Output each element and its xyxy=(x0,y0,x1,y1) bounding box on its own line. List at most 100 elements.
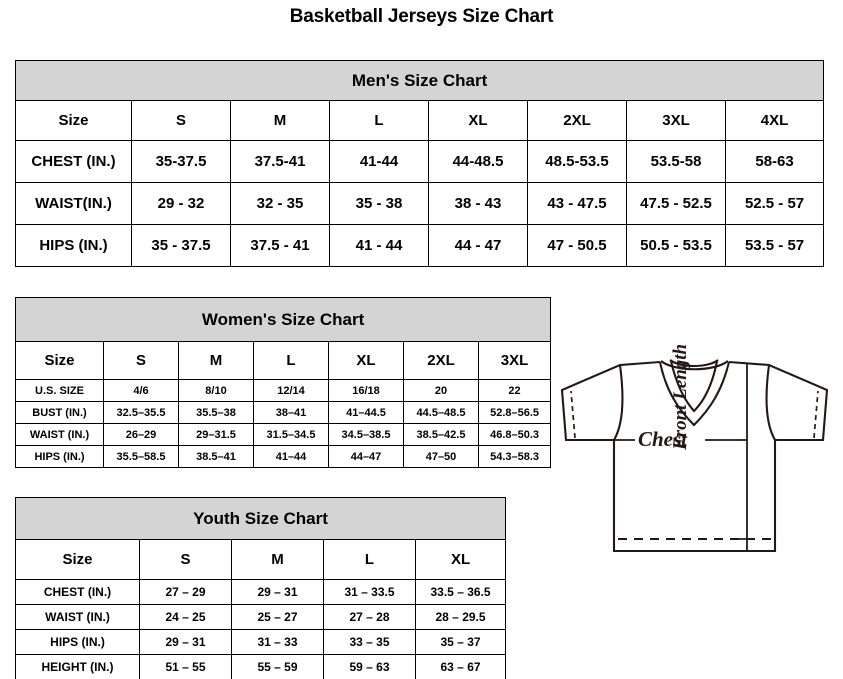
mens-chart-caption: Men's Size Chart xyxy=(14,60,825,101)
table-cell: 4/6 xyxy=(103,379,179,402)
table-cell: 31 – 33 xyxy=(231,629,324,655)
table-caption-row: Men's Size Chart xyxy=(14,60,825,101)
row-label: WAIST(IN.) xyxy=(15,182,132,225)
table-cell: 33.5 – 36.5 xyxy=(414,579,507,605)
jersey-right-sleeve-seam xyxy=(765,364,776,441)
table-cell: 32 - 35 xyxy=(230,182,330,225)
table-cell: 52.5 - 57 xyxy=(724,182,825,225)
jersey-collar-curve-outer xyxy=(660,360,729,371)
table-cell: 41 - 44 xyxy=(329,224,429,267)
column-header-xl: XL xyxy=(428,100,528,141)
table-cell: 35 – 37 xyxy=(414,629,507,655)
table-cell: 34.5–38.5 xyxy=(328,423,404,446)
table-caption-row: Women's Size Chart xyxy=(14,297,552,342)
table-cell: 24 – 25 xyxy=(139,604,232,630)
row-label: WAIST (IN.) xyxy=(15,423,104,446)
table-cell: 47.5 - 52.5 xyxy=(626,182,726,225)
table-cell: 44–47 xyxy=(328,445,404,468)
table-row: WAIST (IN.) 24 – 25 25 – 27 27 – 28 28 –… xyxy=(15,604,507,630)
table-row: U.S. SIZE 4/6 8/10 12/14 16/18 20 22 xyxy=(15,379,552,402)
table-cell: 41–44 xyxy=(253,445,329,468)
table-cell: 29 – 31 xyxy=(231,579,324,605)
table-cell: 29 - 32 xyxy=(131,182,231,225)
table-cell: 35.5–58.5 xyxy=(103,445,179,468)
jersey-measurement-diagram: Chest Front Length xyxy=(520,343,843,645)
column-header-m: M xyxy=(231,539,324,580)
table-row: CHEST (IN.) 27 – 29 29 – 31 31 – 33.5 33… xyxy=(15,579,507,605)
column-header-xl: XL xyxy=(414,539,507,580)
table-cell: 37.5-41 xyxy=(230,140,330,183)
youth-size-chart-table: Youth Size Chart Size S M L XL CHEST (IN… xyxy=(14,497,507,679)
chest-measurement-label: Chest xyxy=(638,427,688,451)
table-header-row: Size S M L XL xyxy=(15,539,507,580)
column-header-size: Size xyxy=(15,100,132,141)
row-label: U.S. SIZE xyxy=(15,379,104,402)
table-cell: 44 - 47 xyxy=(428,224,528,267)
table-cell: 48.5-53.5 xyxy=(527,140,627,183)
row-label: HEIGHT (IN.) xyxy=(15,654,140,679)
column-header-3xl: 3XL xyxy=(477,341,552,380)
table-cell: 27 – 29 xyxy=(139,579,232,605)
table-row: HIPS (IN.) 35 - 37.5 37.5 - 41 41 - 44 4… xyxy=(15,224,825,267)
womens-size-chart-table: Women's Size Chart Size S M L XL 2XL 3XL… xyxy=(14,297,552,468)
front-length-measurement-label: Front Length xyxy=(670,343,691,450)
table-row: WAIST(IN.) 29 - 32 32 - 35 35 - 38 38 - … xyxy=(15,182,825,225)
table-cell: 33 – 35 xyxy=(323,629,416,655)
column-header-size: Size xyxy=(15,539,140,580)
table-cell: 37.5 - 41 xyxy=(230,224,330,267)
table-row: CHEST (IN.) 35-37.5 37.5-41 41-44 44-48.… xyxy=(15,140,825,183)
table-cell: 31.5–34.5 xyxy=(253,423,329,446)
table-cell: 38–41 xyxy=(253,401,329,424)
table-cell: 29 – 31 xyxy=(139,629,232,655)
table-cell: 28 – 29.5 xyxy=(414,604,507,630)
table-cell: 44-48.5 xyxy=(428,140,528,183)
row-label: HIPS (IN.) xyxy=(15,445,104,468)
table-cell: 50.5 - 53.5 xyxy=(626,224,726,267)
column-header-l: L xyxy=(253,341,329,380)
table-cell: 12/14 xyxy=(253,379,329,402)
table-caption-row: Youth Size Chart xyxy=(14,497,507,540)
row-label: WAIST (IN.) xyxy=(15,604,140,630)
youth-chart-caption: Youth Size Chart xyxy=(14,497,507,540)
table-cell: 53.5 - 57 xyxy=(724,224,825,267)
table-cell: 35 - 37.5 xyxy=(131,224,231,267)
table-cell: 47 - 50.5 xyxy=(527,224,627,267)
jersey-left-sleeve-seam xyxy=(613,364,624,441)
table-cell: 32.5–35.5 xyxy=(103,401,179,424)
table-cell: 35 - 38 xyxy=(329,182,429,225)
table-cell: 59 – 63 xyxy=(323,654,416,679)
row-label: HIPS (IN.) xyxy=(15,629,140,655)
table-cell: 52.8–56.5 xyxy=(477,401,552,424)
row-label: HIPS (IN.) xyxy=(15,224,132,267)
mens-size-chart-table: Men's Size Chart Size S M L XL 2XL 3XL 4… xyxy=(14,60,825,267)
column-header-size: Size xyxy=(15,341,104,380)
table-cell: 58-63 xyxy=(724,140,825,183)
jersey-collar-curve-inner xyxy=(669,359,719,368)
table-cell: 38 - 43 xyxy=(428,182,528,225)
table-header-row: Size S M L XL 2XL 3XL 4XL xyxy=(15,100,825,141)
table-cell: 20 xyxy=(403,379,479,402)
jersey-vneck-inner xyxy=(669,360,719,413)
column-header-3xl: 3XL xyxy=(626,100,726,141)
table-cell: 35-37.5 xyxy=(131,140,231,183)
table-cell: 51 – 55 xyxy=(139,654,232,679)
table-cell: 53.5-58 xyxy=(626,140,726,183)
column-header-m: M xyxy=(230,100,330,141)
column-header-m: M xyxy=(178,341,254,380)
page-title: Basketball Jerseys Size Chart xyxy=(289,6,554,27)
table-row: HIPS (IN.) 35.5–58.5 38.5–41 41–44 44–47… xyxy=(15,445,552,468)
table-row: BUST (IN.) 32.5–35.5 35.5–38 38–41 41–44… xyxy=(15,401,552,424)
table-header-row: Size S M L XL 2XL 3XL xyxy=(15,341,552,380)
table-cell: 29–31.5 xyxy=(178,423,254,446)
column-header-s: S xyxy=(139,539,232,580)
womens-chart-caption: Women's Size Chart xyxy=(14,297,552,342)
jersey-illustration-svg xyxy=(560,359,829,553)
table-row: WAIST (IN.) 26–29 29–31.5 31.5–34.5 34.5… xyxy=(15,423,552,446)
table-cell: 43 - 47.5 xyxy=(527,182,627,225)
column-header-s: S xyxy=(131,100,231,141)
table-cell: 47–50 xyxy=(403,445,479,468)
table-row: HEIGHT (IN.) 51 – 55 55 – 59 59 – 63 63 … xyxy=(15,654,507,679)
column-header-l: L xyxy=(323,539,416,580)
table-cell: 38.5–42.5 xyxy=(403,423,479,446)
